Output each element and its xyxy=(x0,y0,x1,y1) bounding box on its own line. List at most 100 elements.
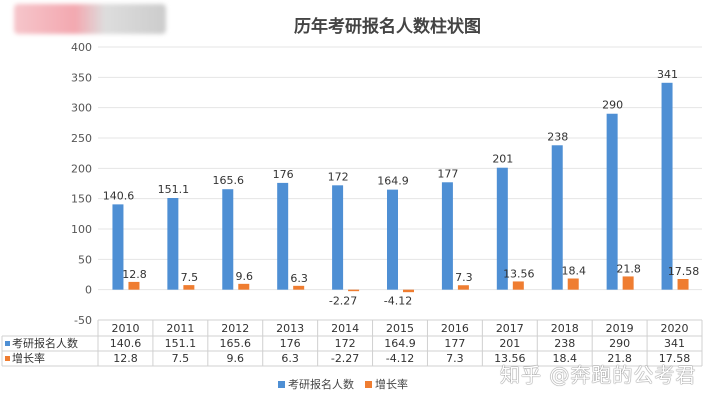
table-series-label: 考研报名人数 xyxy=(12,336,78,350)
bar-growth xyxy=(457,285,469,290)
data-label-applicants: 201 xyxy=(492,153,513,166)
data-label-growth: -4.12 xyxy=(384,295,412,308)
legend-item-growth: 增长率 xyxy=(365,376,408,392)
bar-growth xyxy=(293,285,305,290)
x-category-label: 2014 xyxy=(331,322,359,335)
table-cell: 201 xyxy=(499,337,520,350)
x-category-label: 2010 xyxy=(111,322,139,335)
bar-applicants xyxy=(112,204,124,290)
bar-applicants xyxy=(496,167,508,290)
legend-swatch xyxy=(278,381,285,388)
data-label-growth: 9.6 xyxy=(236,270,254,283)
data-label-applicants: 140.6 xyxy=(103,189,135,202)
bar-growth xyxy=(348,289,360,292)
bar-growth xyxy=(238,283,250,290)
x-category-label: 2013 xyxy=(276,322,304,335)
y-tick-label: 150 xyxy=(71,193,92,206)
y-tick-label: 50 xyxy=(78,253,92,266)
x-category-label: 2019 xyxy=(606,322,634,335)
table-cell: 164.9 xyxy=(384,337,416,350)
x-category-label: 2012 xyxy=(221,322,249,335)
x-category-label: 2018 xyxy=(551,322,579,335)
bar-growth xyxy=(128,281,140,290)
bar-applicants xyxy=(167,197,179,290)
table-cell: 7.3 xyxy=(446,352,464,365)
table-cell: 17.58 xyxy=(659,352,691,365)
table-cell: -4.12 xyxy=(386,352,414,365)
table-cell: 7.5 xyxy=(172,352,190,365)
table-cell: -2.27 xyxy=(331,352,359,365)
bar-applicants xyxy=(441,182,453,290)
legend-label: 考研报名人数 xyxy=(288,378,354,391)
data-label-applicants: 238 xyxy=(547,130,568,143)
data-label-applicants: 172 xyxy=(328,170,349,183)
table-cell: 140.6 xyxy=(110,337,142,350)
legend-swatch xyxy=(365,381,372,388)
data-label-applicants: 164.9 xyxy=(377,175,409,188)
x-category-label: 2016 xyxy=(441,322,469,335)
table-cell: 341 xyxy=(664,337,685,350)
bar-growth xyxy=(622,276,634,290)
bar-growth xyxy=(403,289,414,293)
data-label-applicants: 177 xyxy=(437,167,458,180)
table-cell: 165.6 xyxy=(220,337,252,350)
table-cell: 172 xyxy=(335,337,356,350)
y-tick-label: 300 xyxy=(71,102,92,115)
blurred-logo xyxy=(14,4,166,34)
table-cell: 18.4 xyxy=(552,352,577,365)
table-cell: 151.1 xyxy=(165,337,197,350)
table-cell: 177 xyxy=(444,337,465,350)
data-label-growth: 18.4 xyxy=(561,265,586,278)
data-label-applicants: 151.1 xyxy=(158,183,190,196)
data-label-applicants: 176 xyxy=(273,168,294,181)
data-label-growth: 6.3 xyxy=(290,272,308,285)
data-label-growth: 7.3 xyxy=(455,271,473,284)
data-label-growth: 13.56 xyxy=(503,267,535,280)
table-cell: 6.3 xyxy=(281,352,299,365)
table-cell: 290 xyxy=(609,337,630,350)
y-tick-label: 350 xyxy=(71,71,92,84)
bar-growth xyxy=(183,285,195,290)
y-tick-label: -50 xyxy=(74,314,92,327)
table-cell: 13.56 xyxy=(494,352,526,365)
table-legend-swatch xyxy=(5,356,10,361)
data-label-applicants: 341 xyxy=(657,68,678,81)
y-tick-label: 200 xyxy=(71,162,92,175)
bar-growth xyxy=(677,279,689,290)
y-tick-label: 100 xyxy=(71,223,92,236)
table-cell: 238 xyxy=(554,337,575,350)
data-label-applicants: 165.6 xyxy=(213,174,245,187)
table-cell: 12.8 xyxy=(113,352,138,365)
data-label-growth: 17.58 xyxy=(668,265,700,278)
table-legend-swatch xyxy=(5,341,10,346)
x-category-label: 2020 xyxy=(661,322,689,335)
x-category-label: 2015 xyxy=(386,322,414,335)
bar-applicants xyxy=(661,82,673,290)
legend-label: 增长率 xyxy=(375,378,408,391)
bar-applicants xyxy=(606,113,618,290)
x-category-label: 2017 xyxy=(496,322,524,335)
data-label-growth: 7.5 xyxy=(181,271,199,284)
bar-applicants xyxy=(277,182,289,290)
table-cell: 176 xyxy=(280,337,301,350)
data-label-growth: -2.27 xyxy=(329,295,357,308)
watermark: 知乎 @奔跑的公考君 xyxy=(500,363,697,387)
bar-growth xyxy=(567,278,579,290)
data-label-growth: 21.8 xyxy=(616,262,641,275)
legend-item-applicants: 考研报名人数 xyxy=(278,376,354,392)
y-tick-label: 0 xyxy=(85,284,92,297)
bar-applicants xyxy=(332,185,344,290)
table-cell: 21.8 xyxy=(607,352,632,365)
data-label-growth: 12.8 xyxy=(122,268,147,281)
bar-growth xyxy=(512,281,524,290)
bar-applicants xyxy=(387,189,398,290)
bar-applicants xyxy=(222,189,234,290)
table-series-label: 增长率 xyxy=(12,351,45,365)
data-label-applicants: 290 xyxy=(602,99,623,112)
bar-applicants xyxy=(551,145,563,290)
y-tick-label: 250 xyxy=(71,132,92,145)
y-tick-label: 400 xyxy=(71,41,92,54)
table-cell: 9.6 xyxy=(227,352,245,365)
chart-title: 历年考研报名人数柱状图 xyxy=(294,17,481,37)
